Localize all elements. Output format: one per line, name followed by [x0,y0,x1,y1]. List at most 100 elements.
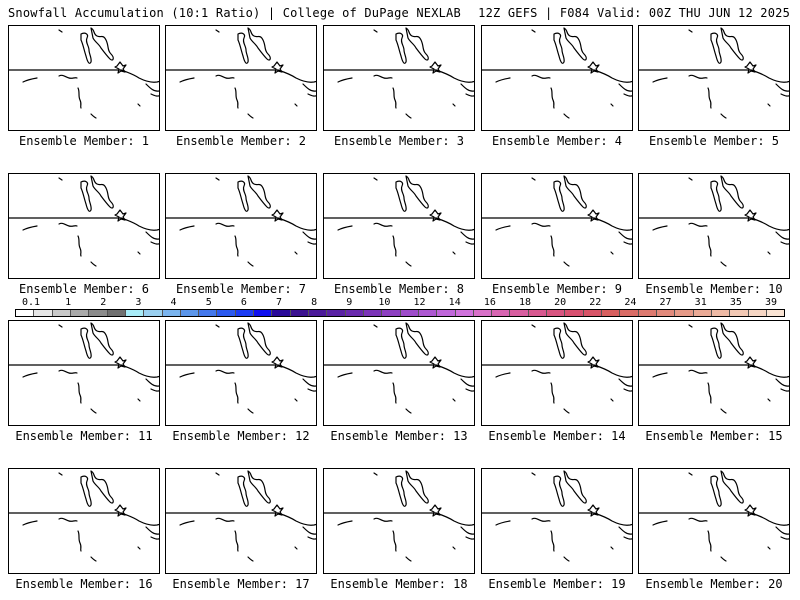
outline-map [9,322,159,414]
colorbar-swatch [327,310,346,316]
ensemble-member-map-12 [165,320,317,426]
ensemble-member-label: Ensemble Member: 9 [491,282,623,296]
colorbar-swatch [620,310,639,316]
colorbar-swatch [199,310,218,316]
colorbar-tick-label: 31 [694,297,707,308]
colorbar-swatch [363,310,383,316]
outline-map [324,470,474,562]
colorbar-tick-label: 14 [448,297,461,308]
ensemble-member-map-16 [8,468,160,574]
colorbar-swatch [235,310,255,316]
colorbar-swatch [711,310,731,316]
colorbar-tick-label: 16 [483,297,496,308]
colorbar-tick-label: 18 [518,297,532,308]
ensemble-member-map-13 [323,320,475,426]
colorbar-swatch [272,310,291,316]
colorbar-swatch [217,310,236,316]
outline-map [639,175,789,267]
colorbar-tick-label: 4 [170,297,177,308]
colorbar-swatch [473,310,493,316]
ensemble-member-map-4 [481,25,633,131]
outline-map [482,175,632,267]
ensemble-member-label: Ensemble Member: 7 [175,282,307,296]
colorbar-swatch [290,310,309,316]
colorbar-tick-label: 39 [764,297,778,308]
outline-map [324,175,474,267]
outline-map [639,27,789,119]
outline-map [639,470,789,562]
chart-title: Snowfall Accumulation (10:1 Ratio) | Col… [8,6,461,20]
colorbar-swatch [107,310,126,316]
colorbar-tick-label: 9 [346,297,353,308]
outline-map [166,322,316,414]
colorbar-swatch [345,310,364,316]
colorbar-swatch [730,310,749,316]
ensemble-member-label: Ensemble Member: 8 [333,282,465,296]
colorbar-tick-label: 0.1 [21,297,41,308]
ensemble-member-map-6 [8,173,160,279]
ensemble-member-map-9 [481,173,633,279]
colorbar-tick-label: 12 [413,297,426,308]
snowfall-colorbar [15,309,785,317]
colorbar-swatch [254,310,273,316]
colorbar-swatch [766,310,785,316]
colorbar-swatch [565,310,584,316]
ensemble-member-map-8 [323,173,475,279]
ensemble-member-label: Ensemble Member: 16 [15,577,153,591]
colorbar-swatch [180,310,200,316]
outline-map [166,470,316,562]
ensemble-member-label: Ensemble Member: 19 [488,577,626,591]
colorbar-swatch [602,310,621,316]
colorbar-swatch [638,310,657,316]
outline-map [639,322,789,414]
ensemble-member-label: Ensemble Member: 11 [15,429,153,443]
ensemble-member-map-15 [638,320,790,426]
outline-map [166,27,316,119]
colorbar-swatch [455,310,474,316]
colorbar-tick-label: 24 [624,297,637,308]
colorbar-swatch [400,310,419,316]
colorbar-swatch [162,310,181,316]
colorbar-tick-label: 6 [240,297,247,308]
outline-map [166,175,316,267]
ensemble-member-map-10 [638,173,790,279]
colorbar-tick-label: 22 [589,297,602,308]
colorbar-tick-labels: 0.1 1 2 3 4 5 6 7 8 9 10 12 14 16 18 20 22 24 27 31 35 39 [15,297,785,309]
ensemble-member-label: Ensemble Member: 3 [333,134,465,148]
ensemble-member-map-14 [481,320,633,426]
ensemble-member-map-3 [323,25,475,131]
colorbar-swatch [547,310,566,316]
ensemble-member-label: Ensemble Member: 15 [645,429,783,443]
colorbar-swatch [583,310,602,316]
colorbar-swatch [528,310,548,316]
ensemble-member-map-5 [638,25,790,131]
colorbar-tick-label: 20 [554,297,567,308]
ensemble-member-map-7 [165,173,317,279]
ensemble-member-map-1 [8,25,160,131]
ensemble-member-label: Ensemble Member: 4 [491,134,623,148]
colorbar-swatch [382,310,401,316]
ensemble-member-map-20 [638,468,790,574]
ensemble-member-label: Ensemble Member: 10 [645,282,783,296]
colorbar-swatch [89,310,108,316]
run-info: 12Z GEFS | F084 Valid: 00Z THU JUN 12 20… [478,6,790,20]
ensemble-member-label: Ensemble Member: 1 [18,134,150,148]
outline-map [482,470,632,562]
ensemble-member-map-18 [323,468,475,574]
colorbar-swatch [144,310,163,316]
ensemble-member-map-17 [165,468,317,574]
outline-map [482,322,632,414]
colorbar-swatch [16,310,35,316]
ensemble-member-label: Ensemble Member: 13 [330,429,468,443]
colorbar-swatch [52,310,71,316]
colorbar-swatch [656,310,676,316]
colorbar-swatch [70,310,90,316]
colorbar-tick-label: 1 [65,297,72,308]
colorbar-swatch [309,310,328,316]
ensemble-member-label: Ensemble Member: 17 [172,577,310,591]
colorbar-tick-label: 27 [659,297,672,308]
ensemble-member-label: Ensemble Member: 5 [648,134,780,148]
colorbar-tick-label: 5 [205,297,212,308]
colorbar-swatch [675,310,694,316]
colorbar-tick-label: 8 [311,297,318,308]
